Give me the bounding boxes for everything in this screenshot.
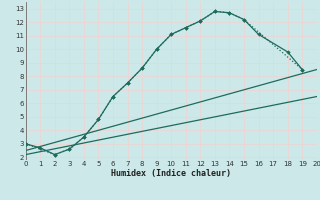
X-axis label: Humidex (Indice chaleur): Humidex (Indice chaleur): [111, 169, 231, 178]
